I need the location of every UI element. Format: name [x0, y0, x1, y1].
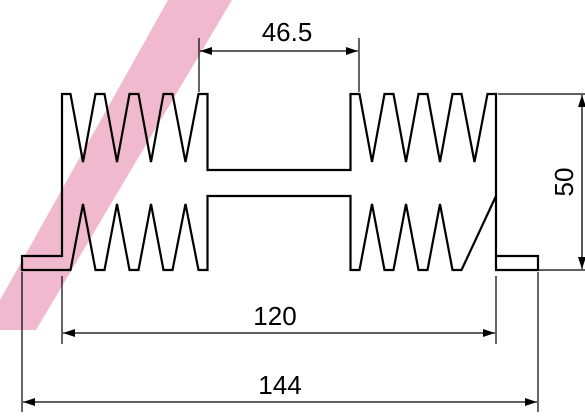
dimension-inner-width: 120: [63, 301, 495, 337]
extension-lines: [21, 38, 585, 412]
dimension-overall-width: 144: [23, 370, 537, 406]
dimension-inner-width-label: 120: [253, 301, 296, 331]
dimension-overall-width-label: 144: [258, 370, 301, 400]
dimension-fin-gap-label: 46.5: [262, 17, 313, 47]
dimension-fin-gap: 46.5: [200, 17, 358, 55]
watermark-stripe: [0, 0, 232, 330]
dimension-height: 50: [549, 95, 585, 269]
dimension-height-label: 50: [549, 168, 579, 197]
heatsink-profile: [20, 92, 540, 272]
